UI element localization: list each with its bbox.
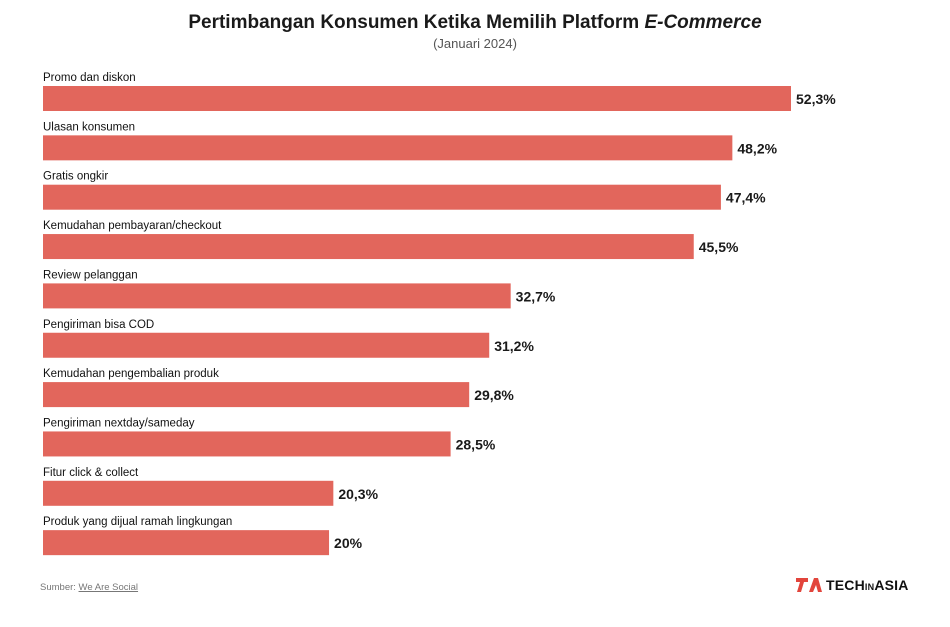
techinasia-logo-text: TECHINASIA bbox=[826, 577, 909, 593]
category-label: Ulasan konsumen bbox=[43, 121, 135, 133]
bar bbox=[43, 481, 333, 506]
bar bbox=[43, 86, 791, 111]
category-label: Pengiriman nextday/sameday bbox=[43, 417, 195, 429]
logo-part-asia: ASIA bbox=[874, 577, 908, 593]
bar-chart: Promo dan diskon 52,3% Ulasan konsumen 48,2… bbox=[0, 0, 950, 570]
category-label: Gratis ongkir bbox=[43, 171, 108, 183]
value-label: 29,8% bbox=[474, 387, 514, 403]
value-label: 52,3% bbox=[796, 91, 836, 107]
bar bbox=[43, 135, 732, 160]
logo-part-tech: TECH bbox=[826, 577, 865, 593]
value-label: 32,7% bbox=[516, 288, 556, 304]
category-label: Kemudahan pengembalian produk bbox=[43, 368, 219, 380]
bar bbox=[43, 234, 694, 259]
logo-part-in: IN bbox=[865, 582, 874, 592]
category-label: Promo dan diskon bbox=[43, 72, 136, 84]
value-label: 20,3% bbox=[338, 486, 378, 502]
category-label: Review pelanggan bbox=[43, 269, 138, 281]
category-label: Pengiriman bisa COD bbox=[43, 319, 154, 331]
value-label: 47,4% bbox=[726, 190, 766, 206]
value-label: 45,5% bbox=[699, 239, 739, 255]
value-label: 28,5% bbox=[456, 436, 496, 452]
value-label: 48,2% bbox=[737, 140, 777, 156]
source-link[interactable]: We Are Social bbox=[79, 582, 139, 593]
source-note: Sumber: We Are Social bbox=[40, 582, 138, 593]
techinasia-logo-icon bbox=[796, 576, 822, 594]
value-label: 31,2% bbox=[494, 338, 534, 354]
category-label: Kemudahan pembayaran/checkout bbox=[43, 220, 222, 232]
bar bbox=[43, 333, 489, 358]
category-label: Fitur click & collect bbox=[43, 467, 139, 479]
bar bbox=[43, 530, 329, 555]
bar bbox=[43, 431, 451, 456]
techinasia-logo: TECHINASIA bbox=[796, 576, 909, 594]
bar bbox=[43, 382, 469, 407]
category-label: Produk yang dijual ramah lingkungan bbox=[43, 516, 232, 528]
bar bbox=[43, 185, 721, 210]
source-prefix: Sumber: bbox=[40, 582, 79, 593]
bar bbox=[43, 283, 511, 308]
value-label: 20% bbox=[334, 535, 363, 551]
